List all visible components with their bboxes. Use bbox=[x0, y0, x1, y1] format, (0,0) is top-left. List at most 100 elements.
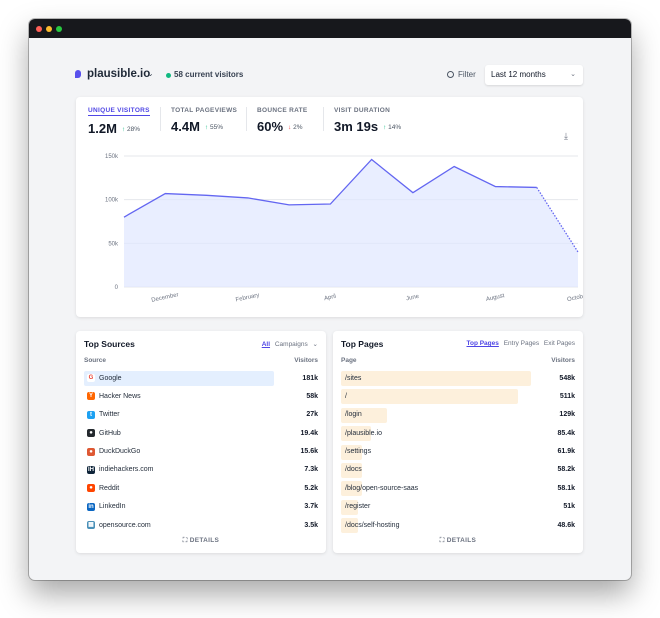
stat-value: 3m 19s bbox=[334, 119, 379, 134]
list-item[interactable]: /blog/open-source-saas 58.1k bbox=[341, 479, 575, 497]
stat-change: 2% bbox=[293, 124, 303, 131]
download-icon[interactable]: ⤓ bbox=[564, 131, 568, 141]
close-window-button[interactable] bbox=[36, 26, 42, 32]
tab-all[interactable]: All bbox=[261, 341, 271, 348]
row-value: 27k bbox=[306, 411, 318, 419]
row-value: 3.7k bbox=[304, 503, 318, 511]
stat-bounce-rate[interactable]: BOUNCE RATE 60% ↓ 2% bbox=[257, 107, 308, 134]
column-header-page: Page bbox=[341, 357, 357, 364]
row-value: 3.5k bbox=[304, 521, 318, 529]
list-item[interactable]: G Google 181k bbox=[84, 369, 318, 387]
column-header-source: Source bbox=[84, 357, 107, 364]
arrow-down-icon: ↓ bbox=[288, 124, 292, 131]
stat-value: 4.4M bbox=[171, 119, 200, 134]
reddit-icon: ● bbox=[87, 484, 95, 493]
sources-details-button[interactable]: ⛶ DETAILS bbox=[182, 537, 220, 544]
x-tick-label: December bbox=[151, 292, 179, 304]
browser-window: plausible.io ⌄ 58 current visitors Filte… bbox=[29, 19, 631, 580]
list-item[interactable]: t Twitter 27k bbox=[84, 406, 318, 424]
top-sources-card: Top Sources All Campaigns ⌄ Source Visit… bbox=[76, 331, 326, 553]
tab-exit-pages[interactable]: Exit Pages bbox=[543, 340, 575, 347]
details-label: DETAILS bbox=[446, 537, 477, 544]
row-value: 15.6k bbox=[300, 448, 318, 456]
stat-unique-visitors[interactable]: UNIQUE VISITORS 1.2M ↑ 28% bbox=[88, 107, 150, 136]
chevron-down-icon[interactable]: ⌄ bbox=[312, 341, 318, 348]
list-item[interactable]: IH indiehackers.com 7.3k bbox=[84, 461, 318, 479]
y-tick-label: 0 bbox=[115, 285, 119, 291]
arrow-up-icon: ↑ bbox=[204, 124, 209, 131]
row-label: LinkedIn bbox=[99, 503, 126, 511]
stat-visit-duration[interactable]: VISIT DURATION 3m 19s ↑ 14% bbox=[334, 107, 401, 134]
pages-list: /sites 548k / 511k/login 129k/plausible.io 85… bbox=[341, 369, 575, 535]
list-item[interactable]: ● DuckDuckGo 15.6k bbox=[84, 443, 318, 461]
list-item[interactable]: /register 51k bbox=[341, 498, 575, 516]
tab-entry-pages[interactable]: Entry Pages bbox=[503, 340, 540, 347]
stat-label: BOUNCE RATE bbox=[257, 107, 308, 114]
plausible-logo-icon bbox=[75, 70, 81, 78]
list-item[interactable]: ● Reddit 5.2k bbox=[84, 479, 318, 497]
row-value: 129k bbox=[559, 411, 575, 419]
row-value: 19.4k bbox=[300, 429, 318, 437]
list-item[interactable]: /docs/self-hosting 48.6k bbox=[341, 516, 575, 534]
x-tick-label: August bbox=[485, 293, 505, 303]
row-value: 511k bbox=[559, 392, 575, 400]
list-item[interactable]: /sites 548k bbox=[341, 369, 575, 387]
row-value: 5.2k bbox=[304, 484, 318, 492]
search-icon bbox=[447, 71, 454, 78]
row-label: opensource.com bbox=[99, 521, 151, 529]
row-label: /sites bbox=[345, 374, 362, 382]
sources-tabs: All Campaigns ⌄ bbox=[259, 340, 318, 348]
row-value: 58k bbox=[306, 392, 318, 400]
indiehackers-icon: IH bbox=[87, 465, 95, 474]
minimize-window-button[interactable] bbox=[46, 26, 52, 32]
visitors-bar bbox=[341, 371, 531, 386]
filter-label: Filter bbox=[458, 70, 476, 79]
visitors-bar bbox=[84, 371, 274, 386]
visitors-bar bbox=[341, 462, 362, 478]
row-value: 61.9k bbox=[557, 448, 575, 456]
list-item[interactable]: /docs 58.2k bbox=[341, 461, 575, 479]
list-item[interactable]: ● GitHub 19.4k bbox=[84, 424, 318, 442]
stat-divider bbox=[246, 107, 247, 131]
row-label: /login bbox=[345, 411, 362, 419]
period-value: Last 12 months bbox=[491, 70, 546, 79]
tab-campaigns[interactable]: Campaigns bbox=[274, 341, 308, 348]
card-title: Top Sources bbox=[84, 339, 135, 349]
period-select[interactable]: Last 12 months ⌄ bbox=[485, 65, 583, 85]
chart-line-incomplete bbox=[536, 187, 579, 253]
opensource-icon: ▦ bbox=[87, 521, 95, 530]
visitors-bar bbox=[341, 407, 387, 423]
details-label: DETAILS bbox=[189, 537, 220, 544]
hacker-news-icon: Y bbox=[87, 392, 95, 401]
list-item[interactable]: /login 129k bbox=[341, 406, 575, 424]
twitter-icon: t bbox=[87, 410, 95, 419]
filter-button[interactable]: Filter bbox=[447, 70, 476, 79]
list-item[interactable]: ▦ opensource.com 3.5k bbox=[84, 516, 318, 534]
stat-change: 14% bbox=[388, 124, 402, 131]
row-value: 7.3k bbox=[304, 466, 318, 474]
maximize-window-button[interactable] bbox=[56, 26, 62, 32]
tab-top-pages[interactable]: Top Pages bbox=[466, 340, 499, 347]
chevron-down-icon[interactable]: ⌄ bbox=[147, 69, 154, 78]
visitors-bar bbox=[341, 518, 358, 534]
list-item[interactable]: in LinkedIn 3.7k bbox=[84, 498, 318, 516]
chevron-down-icon: ⌄ bbox=[570, 71, 576, 78]
list-item[interactable]: / 511k bbox=[341, 387, 575, 405]
stat-value: 60% bbox=[257, 119, 284, 134]
list-item[interactable]: /settings 61.9k bbox=[341, 443, 575, 461]
row-value: 181k bbox=[302, 374, 318, 382]
visitors-bar bbox=[341, 389, 518, 405]
stat-total-pageviews[interactable]: TOTAL PAGEVIEWS 4.4M ↑ 55% bbox=[171, 107, 237, 134]
pages-tabs: Top Pages Entry Pages Exit Pages bbox=[463, 340, 575, 347]
arrow-up-icon: ↑ bbox=[383, 124, 387, 131]
visitors-bar bbox=[341, 444, 362, 460]
stat-value: 1.2M bbox=[88, 121, 117, 136]
stat-label: VISIT DURATION bbox=[334, 107, 391, 114]
visitors-chart: 0 50k 100k 150k December February April June Aug… bbox=[105, 154, 583, 304]
pages-details-button[interactable]: ⛶ DETAILS bbox=[439, 537, 477, 544]
list-item[interactable]: Y Hacker News 58k bbox=[84, 387, 318, 405]
row-label: /plausible.io bbox=[345, 429, 382, 437]
site-switcher[interactable]: plausible.io bbox=[87, 68, 151, 80]
current-visitors-link[interactable]: 58 current visitors bbox=[174, 70, 244, 79]
list-item[interactable]: /plausible.io 85.4k bbox=[341, 424, 575, 442]
